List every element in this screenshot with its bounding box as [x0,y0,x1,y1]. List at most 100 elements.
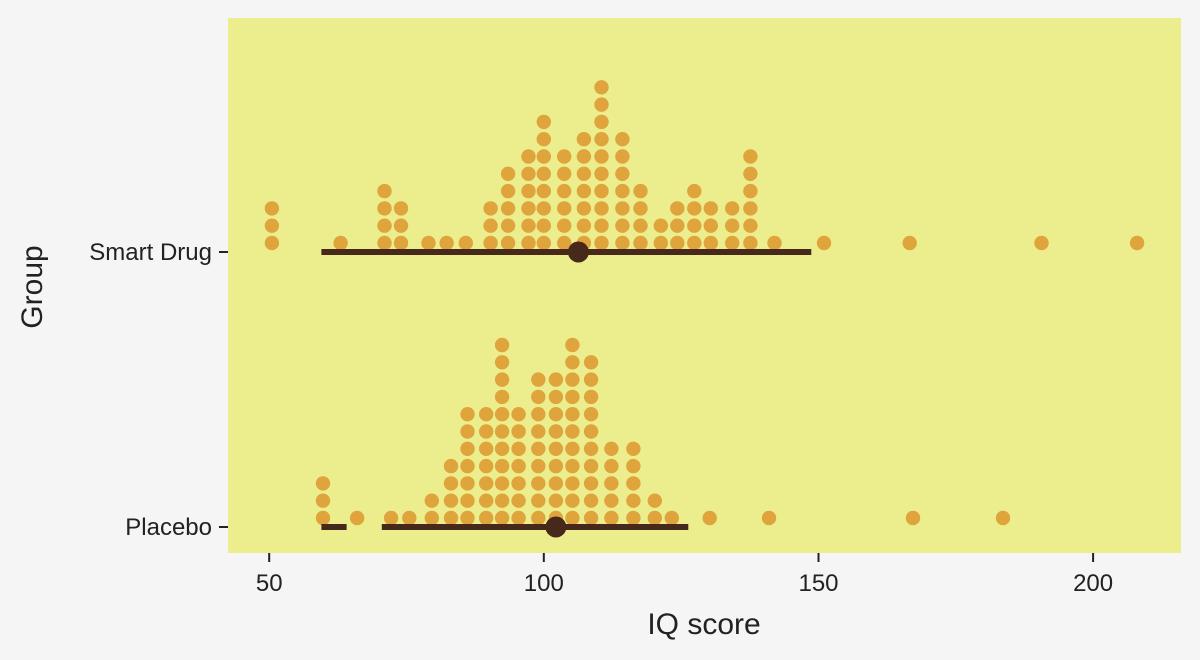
data-dot [443,458,459,474]
data-dot [687,183,702,199]
data-dot [725,218,740,233]
data-dot [548,493,564,508]
data-dot [460,424,475,439]
chart-marks [264,80,1145,538]
data-dot [583,372,599,387]
data-dot [460,476,475,491]
data-dot [548,476,564,491]
data-dot [479,510,494,526]
data-dot [615,201,630,216]
data-dot [594,80,609,95]
data-dot [548,407,564,422]
data-dot [531,510,546,526]
data-dot [531,441,546,456]
data-dot [494,355,510,370]
data-dot [557,235,572,251]
data-dot [460,407,475,422]
data-dot [479,476,494,491]
data-dot [557,201,572,216]
data-dot [565,441,580,456]
data-dot [557,183,572,199]
data-dot [494,476,510,491]
data-dot [536,149,551,164]
data-dot [377,218,392,233]
data-dot [443,493,459,508]
data-dot [615,132,630,147]
data-dot [479,493,494,508]
data-dot [995,510,1011,526]
data-dot [626,510,641,526]
x-tick-label: 50 [256,570,283,597]
data-dot [483,218,498,233]
data-dot [536,201,551,216]
data-dot [725,235,740,251]
data-dot [377,183,392,199]
data-dot [548,441,564,456]
data-dot [494,510,510,526]
data-dot [536,132,551,147]
x-tick-label: 200 [1073,570,1113,597]
data-dot [743,149,758,164]
data-dot [511,424,526,439]
data-dot [315,510,331,526]
data-dot [483,201,498,216]
data-dot [725,201,740,216]
data-dot [521,149,536,164]
data-dot [583,407,599,422]
data-dot [594,149,609,164]
data-dot [548,372,564,387]
data-dot [583,510,599,526]
data-dot [583,493,599,508]
data-dot [615,149,630,164]
data-dot [443,510,459,526]
data-dot [421,235,436,251]
data-dot [565,458,580,474]
data-dot [264,235,280,251]
data-dot [521,201,536,216]
data-dot [460,441,475,456]
data-dot [557,149,572,164]
data-dot [594,201,609,216]
data-dot [767,235,782,251]
data-dot [565,476,580,491]
data-dot [500,183,516,199]
data-dot [521,183,536,199]
data-dot [653,235,668,251]
data-dot [479,424,494,439]
data-dot [494,424,510,439]
data-dot [1034,235,1049,251]
data-dot [383,510,399,526]
data-dot [511,493,526,508]
data-dot [315,493,331,508]
data-dot [548,458,564,474]
data-dot [576,201,592,216]
data-dot [521,166,536,181]
data-dot [702,510,717,526]
data-dot [743,235,758,251]
data-dot [583,424,599,439]
data-dot [565,389,580,405]
data-dot [494,372,510,387]
series-placebo [315,337,1011,538]
data-dot [604,458,619,474]
data-dot [494,458,510,474]
data-dot [500,218,516,233]
data-dot [633,201,648,216]
data-dot [743,166,758,181]
data-dot [670,201,685,216]
data-dot [393,218,409,233]
data-dot [626,441,641,456]
data-dot [494,493,510,508]
data-dot [565,355,580,370]
data-dot [264,218,280,233]
data-dot [479,441,494,456]
data-dot [531,424,546,439]
data-dot [1129,235,1145,251]
data-dot [479,407,494,422]
data-dot [500,201,516,216]
data-dot [531,476,546,491]
data-dot [594,114,609,130]
y-axis: Smart Drug Placebo [89,239,228,541]
data-dot [393,235,409,251]
